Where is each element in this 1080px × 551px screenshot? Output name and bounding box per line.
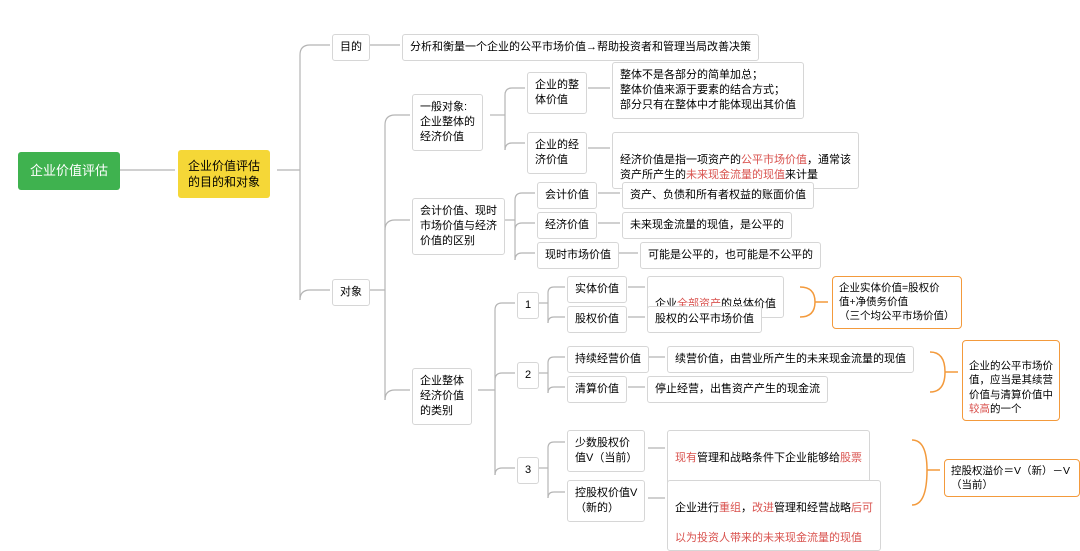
purpose-label: 目的	[332, 34, 370, 61]
general-label: 一般对象: 企业整体的 经济价值	[412, 94, 483, 151]
whole-label: 企业的整 体价值	[527, 72, 587, 114]
control-label: 控股权价值V （新的）	[567, 480, 645, 522]
liq-text: 停止经营，出售资产产生的现金流	[647, 376, 828, 403]
g3-idx: 3	[517, 457, 539, 484]
g3-annotation: 控股权溢价＝V（新）－V（当前）	[944, 459, 1080, 497]
minority-label: 少数股权价 值V（当前）	[567, 430, 645, 472]
econ-label: 企业的经 济价值	[527, 132, 587, 174]
g2-annotation: 企业的公平市场价 值，应当是其续营 价值与清算价值中 较高的一个	[962, 340, 1060, 421]
econ2-label: 经济价值	[537, 212, 597, 239]
going-label: 持续经营价值	[567, 346, 649, 373]
going-text: 续营价值，由营业所产生的未来现金流量的现值	[667, 346, 914, 373]
control-text: 企业进行重组，改进管理和经营战略后可 以为投资人带来的未来现金流量的现值	[667, 480, 881, 551]
g1-annotation: 企业实体价值=股权价 值+净债务价值 （三个均公平市场价值）	[832, 276, 962, 329]
purpose-text: 分析和衡量一个企业的公平市场价值→帮助投资者和管理当局改善决策	[402, 34, 759, 61]
econ2-text: 未来现金流量的现值，是公平的	[622, 212, 792, 239]
object-label: 对象	[332, 279, 370, 306]
root-node: 企业价值评估	[18, 152, 120, 190]
equity-label: 股权价值	[567, 306, 627, 333]
equity-text: 股权的公平市场价值	[647, 306, 762, 333]
mkt-label: 现时市场价值	[537, 242, 619, 269]
liq-label: 清算价值	[567, 376, 627, 403]
lvl2-node: 企业价值评估 的目的和对象	[178, 150, 270, 198]
diff-label: 会计价值、现时 市场价值与经济 价值的区别	[412, 198, 505, 255]
mkt-text: 可能是公平的，也可能是不公平的	[640, 242, 821, 269]
g1-idx: 1	[517, 292, 539, 319]
econ-text: 经济价值是指一项资产的公平市场价值，通常该 资产所产生的未来现金流量的现值来计量	[612, 132, 859, 189]
whole-text: 整体不是各部分的简单加总； 整体价值来源于要素的结合方式； 部分只有在整体中才能…	[612, 62, 804, 119]
g2-idx: 2	[517, 362, 539, 389]
acc-text: 资产、负债和所有者权益的账面价值	[622, 182, 814, 209]
acc-label: 会计价值	[537, 182, 597, 209]
cats-label: 企业整体 经济价值 的类别	[412, 368, 472, 425]
entity-label: 实体价值	[567, 276, 627, 303]
